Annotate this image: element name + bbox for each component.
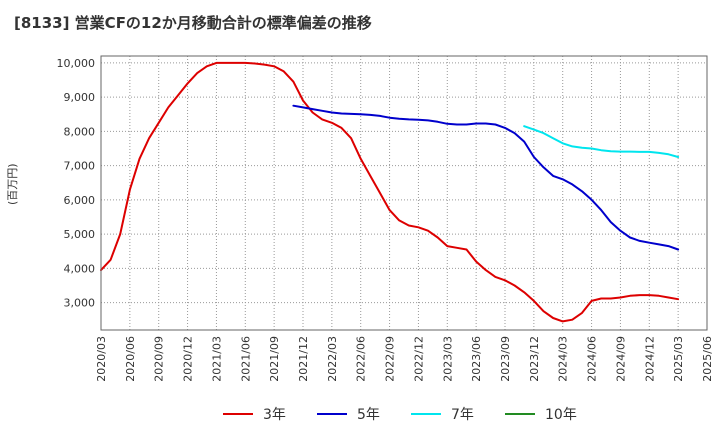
series-lines [100, 61, 680, 323]
x-tick-label: 2024/09 [614, 336, 627, 382]
y-tick-label: 7,000 [64, 160, 96, 173]
x-tick-label: 2020/06 [124, 336, 137, 382]
x-tick-label: 2021/09 [268, 336, 281, 382]
x-tick-label: 2022/06 [355, 336, 368, 382]
x-tick-label: 2025/06 [701, 336, 714, 382]
x-tick-label: 2024/06 [586, 336, 599, 382]
x-tick-label: 2022/12 [412, 336, 425, 382]
x-tick-labels: 2020/03 2020/06 2020/09 2020/12 2021/03 2021/… [95, 336, 714, 382]
y-tick-label: 9,000 [64, 91, 96, 104]
x-tick-label: 2022/09 [384, 336, 397, 382]
plot-area [101, 56, 707, 330]
series-line [292, 104, 680, 251]
y-tick-label: 4,000 [64, 262, 96, 275]
x-tick-label: 2023/09 [499, 336, 512, 382]
legend-label: 7年 [451, 407, 474, 423]
x-tick-label: 2024/03 [557, 336, 570, 382]
x-tick-label: 2020/12 [182, 336, 195, 382]
y-tick-label: 5,000 [64, 228, 96, 241]
y-tick-label: 3,000 [64, 297, 96, 310]
plot-border [100, 55, 708, 331]
x-tick-label: 2023/12 [528, 336, 541, 382]
x-tick-label: 2020/09 [153, 336, 166, 382]
x-tick-label: 2021/06 [239, 336, 252, 382]
legend: 3年 5年 7年 10年 [223, 407, 577, 423]
legend-label: 5年 [357, 407, 380, 423]
legend-label: 3年 [263, 407, 286, 423]
chart-title: [8133] 営業CFの12か月移動合計の標準偏差の推移 [14, 14, 372, 32]
x-tick-label: 2024/12 [643, 336, 656, 382]
x-tick-label: 2020/03 [95, 336, 108, 382]
x-tick-label: 2022/03 [326, 336, 339, 382]
series-line [100, 61, 680, 323]
x-tick-label: 2023/06 [470, 336, 483, 382]
series-line [523, 125, 680, 158]
y-tick-labels: 3,000 4,000 5,000 6,000 7,000 8,000 9,000 10,00… [57, 57, 96, 310]
legend-label: 10年 [545, 407, 577, 423]
x-tick-label: 2023/03 [441, 336, 454, 382]
x-tick-label: 2025/03 [672, 336, 685, 382]
y-tick-label: 6,000 [64, 194, 96, 207]
x-tick-label: 2021/03 [210, 336, 223, 382]
y-tick-label: 10,000 [57, 57, 96, 70]
y-tick-label: 8,000 [64, 125, 96, 138]
x-tick-label: 2021/12 [297, 336, 310, 382]
